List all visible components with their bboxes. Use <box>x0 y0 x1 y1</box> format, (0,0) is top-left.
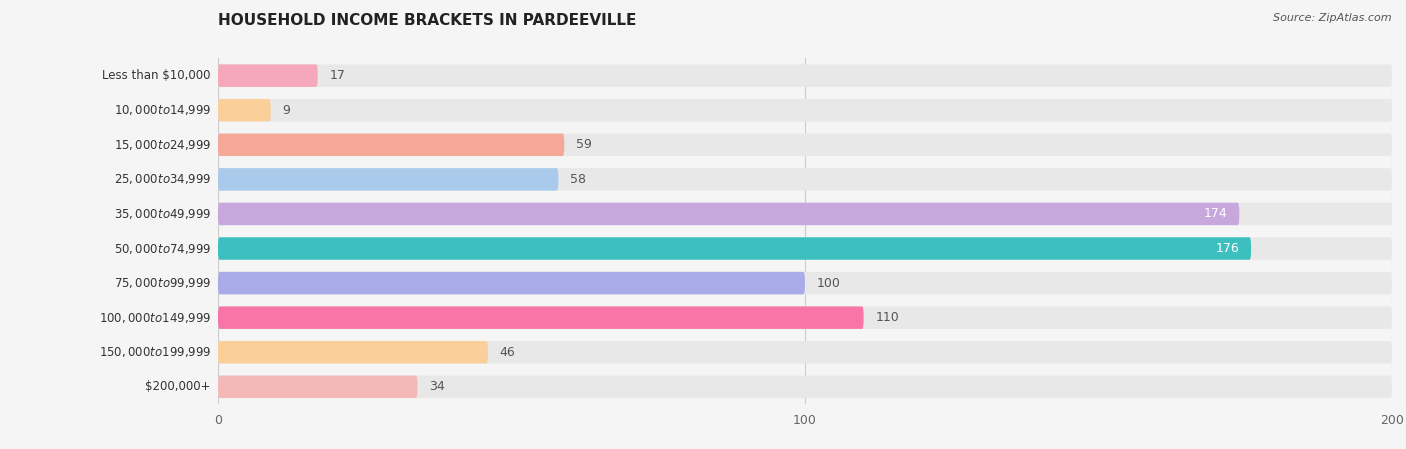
FancyBboxPatch shape <box>218 64 1392 87</box>
FancyBboxPatch shape <box>218 272 804 295</box>
FancyBboxPatch shape <box>218 133 1392 156</box>
FancyBboxPatch shape <box>218 375 418 398</box>
Text: $15,000 to $24,999: $15,000 to $24,999 <box>114 138 211 152</box>
Text: HOUSEHOLD INCOME BRACKETS IN PARDEEVILLE: HOUSEHOLD INCOME BRACKETS IN PARDEEVILLE <box>218 13 637 28</box>
FancyBboxPatch shape <box>218 306 1392 329</box>
Text: $35,000 to $49,999: $35,000 to $49,999 <box>114 207 211 221</box>
FancyBboxPatch shape <box>218 341 1392 364</box>
FancyBboxPatch shape <box>218 272 1392 295</box>
FancyBboxPatch shape <box>218 202 1392 225</box>
FancyBboxPatch shape <box>218 64 318 87</box>
FancyBboxPatch shape <box>218 341 488 364</box>
Text: 58: 58 <box>571 173 586 186</box>
FancyBboxPatch shape <box>218 306 863 329</box>
FancyBboxPatch shape <box>218 99 1392 122</box>
FancyBboxPatch shape <box>218 237 1251 260</box>
Text: 176: 176 <box>1216 242 1239 255</box>
Text: $25,000 to $34,999: $25,000 to $34,999 <box>114 172 211 186</box>
Text: 174: 174 <box>1204 207 1227 220</box>
FancyBboxPatch shape <box>218 202 1239 225</box>
FancyBboxPatch shape <box>218 375 1392 398</box>
Text: 9: 9 <box>283 104 291 117</box>
Text: $10,000 to $14,999: $10,000 to $14,999 <box>114 103 211 117</box>
FancyBboxPatch shape <box>218 168 1392 191</box>
FancyBboxPatch shape <box>218 237 1392 260</box>
Text: Source: ZipAtlas.com: Source: ZipAtlas.com <box>1274 13 1392 23</box>
FancyBboxPatch shape <box>218 99 271 122</box>
Text: Less than $10,000: Less than $10,000 <box>103 69 211 82</box>
FancyBboxPatch shape <box>218 133 564 156</box>
Text: $200,000+: $200,000+ <box>145 380 211 393</box>
Text: 100: 100 <box>817 277 841 290</box>
Text: 34: 34 <box>429 380 446 393</box>
Text: $100,000 to $149,999: $100,000 to $149,999 <box>98 311 211 325</box>
Text: 46: 46 <box>499 346 516 359</box>
FancyBboxPatch shape <box>218 168 558 191</box>
Text: $50,000 to $74,999: $50,000 to $74,999 <box>114 242 211 255</box>
Text: $150,000 to $199,999: $150,000 to $199,999 <box>98 345 211 359</box>
Text: 59: 59 <box>576 138 592 151</box>
Text: $75,000 to $99,999: $75,000 to $99,999 <box>114 276 211 290</box>
Text: 17: 17 <box>329 69 346 82</box>
Text: 110: 110 <box>876 311 898 324</box>
